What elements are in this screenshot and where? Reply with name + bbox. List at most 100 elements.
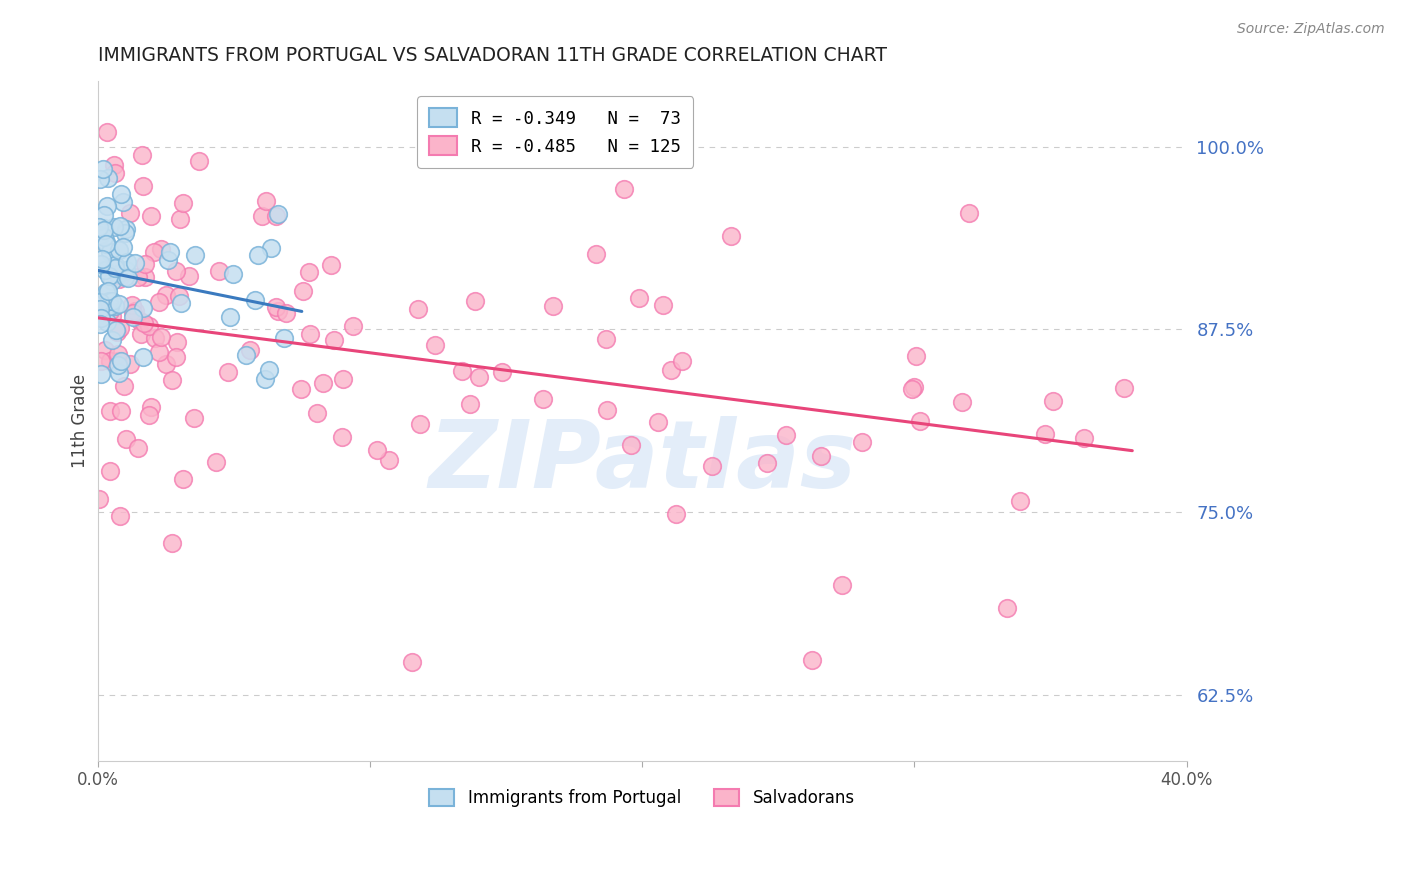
Point [661,363,683,377]
Point [155,357,177,371]
Point [267,304,290,318]
Point [89,172,111,186]
Point [1042,393,1064,408]
Point [266,207,288,221]
Point [243,293,266,307]
Point [1033,427,1056,442]
Point [108,243,131,257]
Point [117,255,139,269]
Point [87,220,110,235]
Point [298,326,321,341]
Point [165,264,187,278]
Point [90,354,112,368]
Point [276,306,298,320]
Point [187,153,209,168]
Point [108,509,131,524]
Point [332,371,354,385]
Point [96,199,118,213]
Point [585,247,607,261]
Point [98,404,121,418]
Point [134,269,156,284]
Point [134,257,156,271]
Point [330,430,353,444]
Point [342,318,364,333]
Point [114,222,136,236]
Point [378,452,401,467]
Point [108,366,131,380]
Point [184,248,207,262]
Point [904,349,927,363]
Point [97,294,120,309]
Point [108,272,131,286]
Point [831,578,853,592]
Point [117,271,139,285]
Point [647,415,669,429]
Point [90,257,112,271]
Point [96,315,118,329]
Point [134,316,156,330]
Point [595,332,617,346]
Point [89,227,111,242]
Point [93,208,115,222]
Point [183,411,205,425]
Point [87,492,110,507]
Point [218,310,240,324]
Point [755,456,778,470]
Point [97,170,120,185]
Point [700,458,723,473]
Text: ZIPatlas: ZIPatlas [427,416,856,508]
Point [111,195,134,210]
Point [107,358,129,372]
Y-axis label: 11th Grade: 11th Grade [72,374,89,468]
Point [908,414,931,428]
Point [159,245,181,260]
Point [90,296,112,310]
Point [91,308,114,322]
Point [148,345,170,359]
Point [628,292,651,306]
Point [93,223,115,237]
Point [401,655,423,669]
Point [105,325,128,339]
Point [90,310,112,325]
Point [312,376,335,391]
Point [170,295,193,310]
Point [98,303,121,318]
Point [110,404,132,418]
Point [246,248,269,262]
Point [114,269,136,284]
Point [254,372,277,386]
Point [250,209,273,223]
Point [150,330,173,344]
Point [221,267,243,281]
Point [468,369,491,384]
Point [155,287,177,301]
Point [110,354,132,368]
Point [613,182,636,196]
Point [104,299,127,313]
Point [903,380,925,394]
Point [406,301,429,316]
Point [132,301,155,315]
Point [464,294,486,309]
Point [107,354,129,368]
Point [425,338,447,352]
Point [160,373,183,387]
Point [91,296,114,310]
Point [94,285,117,300]
Point [124,256,146,270]
Point [596,402,619,417]
Point [138,409,160,423]
Point [273,331,295,345]
Point [450,364,472,378]
Point [810,449,832,463]
Point [89,295,111,310]
Point [110,219,132,234]
Point [104,166,127,180]
Point [138,318,160,333]
Point [93,220,115,235]
Point [259,240,281,254]
Point [1073,430,1095,444]
Point [89,302,111,317]
Point [94,343,117,358]
